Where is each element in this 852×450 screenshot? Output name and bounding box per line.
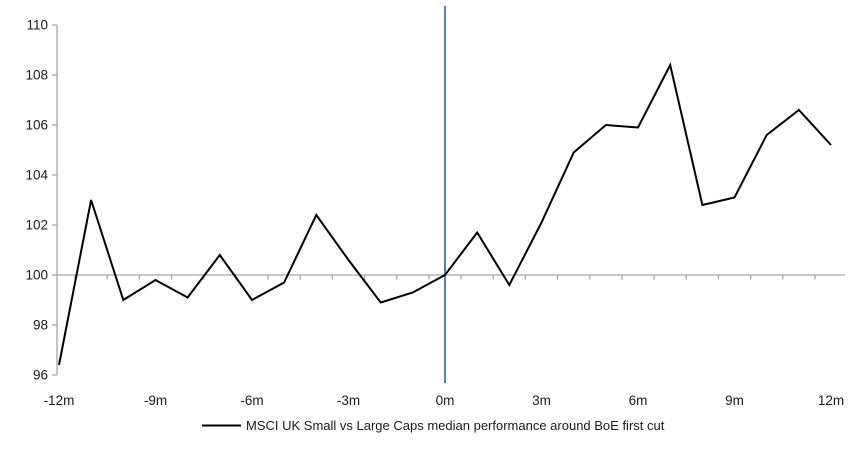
- axis-labels-group: 110 108 106 104 102 100 98 96 -12m -9m -6m -3m 0m 3m 6…: [25, 18, 844, 408]
- y-tick-label: 96: [33, 368, 48, 383]
- y-tick-label: 102: [25, 218, 48, 233]
- y-tick-label: 104: [25, 168, 48, 183]
- y-tick-label: 110: [26, 18, 48, 33]
- x-tick-label: 0m: [436, 393, 455, 408]
- x-tick-label: -6m: [240, 393, 263, 408]
- y-tick-label: 106: [25, 118, 48, 133]
- series-group: [58, 62, 832, 366]
- axes-group: [52, 24, 845, 376]
- x-tick-label: -9m: [144, 393, 167, 408]
- y-tick-label: 98: [33, 318, 48, 333]
- x-tick-label: -3m: [337, 393, 360, 408]
- x-tick-label: -12m: [44, 393, 75, 408]
- legend-label: MSCI UK Small vs Large Caps median perfo…: [246, 418, 665, 433]
- y-tick-label: 100: [25, 268, 48, 283]
- series-line: [58, 62, 832, 366]
- x-tick-label: 3m: [532, 393, 551, 408]
- x-tick-label: 6m: [629, 393, 648, 408]
- x-tick-label: 12m: [818, 393, 844, 408]
- y-tick-label: 108: [25, 68, 48, 83]
- x-tick-label: 9m: [725, 393, 744, 408]
- legend: MSCI UK Small vs Large Caps median perfo…: [202, 418, 665, 433]
